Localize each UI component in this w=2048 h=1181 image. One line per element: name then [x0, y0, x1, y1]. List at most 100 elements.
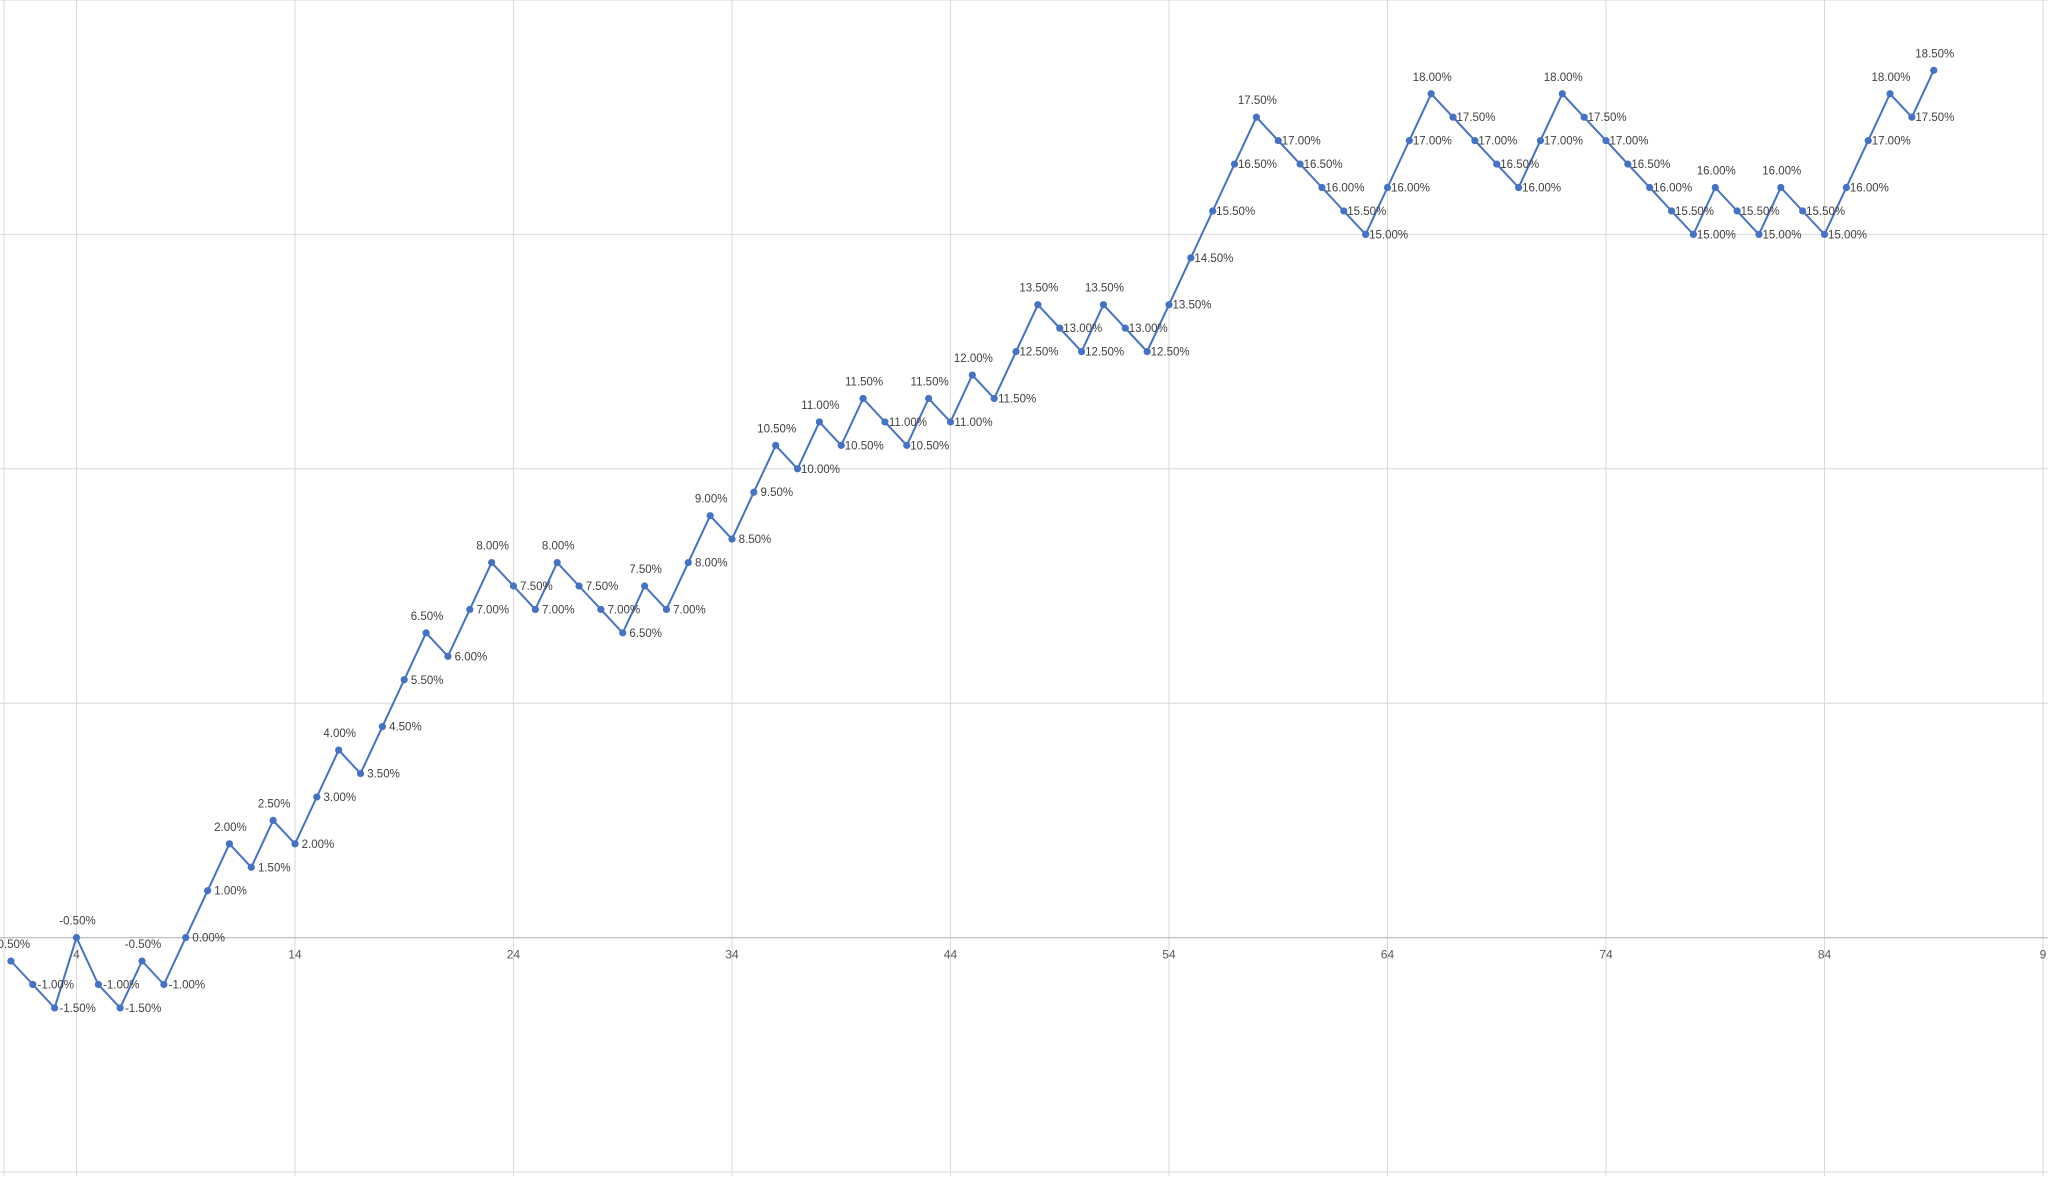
data-label: 13.50%	[1172, 300, 1211, 312]
data-point	[269, 816, 277, 825]
data-label: 7.00%	[542, 604, 575, 616]
data-label: 12.50%	[1151, 347, 1190, 359]
data-label: 17.50%	[1588, 112, 1627, 124]
data-label: 1.50%	[258, 862, 291, 874]
data-label: 8.00%	[476, 541, 509, 553]
data-label: 10.50%	[910, 440, 949, 452]
data-label: 16.00%	[1653, 183, 1692, 195]
data-label: -1.00%	[169, 979, 205, 991]
data-label: 13.50%	[1019, 283, 1058, 295]
data-label: 16.00%	[1697, 166, 1736, 178]
data-label: 12.00%	[954, 353, 993, 365]
data-label: 14.50%	[1194, 253, 1233, 265]
data-label: 15.50%	[1347, 206, 1386, 218]
data-point	[1274, 137, 1282, 145]
data-label: 6.50%	[411, 611, 444, 623]
data-label: 18.00%	[1413, 72, 1452, 84]
data-point	[94, 980, 102, 989]
data-point	[335, 746, 343, 754]
data-point	[1034, 301, 1042, 309]
data-point	[859, 394, 867, 403]
data-label: 13.50%	[1085, 283, 1124, 295]
data-point	[72, 934, 81, 942]
data-point	[466, 605, 474, 614]
series-line	[10, 69, 1935, 1009]
data-point	[1842, 183, 1850, 192]
data-point	[1383, 183, 1392, 192]
data-point	[968, 371, 976, 379]
data-label: 15.00%	[1762, 229, 1801, 241]
data-label: 17.00%	[1872, 136, 1911, 148]
data-point	[422, 629, 430, 637]
data-point	[1340, 207, 1348, 215]
data-point	[1493, 160, 1501, 168]
x-tick-label: 54	[1162, 948, 1176, 962]
data-point	[1056, 324, 1064, 332]
data-point	[1755, 230, 1763, 238]
data-label: -1.50%	[125, 1003, 161, 1015]
data-point	[1209, 207, 1217, 215]
data-point	[1580, 113, 1588, 121]
data-label: 16.00%	[1850, 183, 1889, 195]
data-label: 4.50%	[389, 722, 422, 734]
data-label: 15.00%	[1369, 229, 1408, 241]
data-point	[1624, 160, 1632, 168]
data-label: 0.00%	[192, 933, 225, 945]
data-point	[160, 980, 168, 989]
data-point	[1930, 66, 1938, 74]
x-tick-label: 14	[288, 948, 302, 962]
data-point	[990, 394, 998, 403]
data-label: 2.50%	[258, 798, 291, 810]
data-label: 16.00%	[1762, 166, 1801, 178]
data-point	[793, 465, 802, 473]
data-point	[815, 418, 823, 426]
data-label: 16.50%	[1631, 159, 1670, 171]
data-label: 12.50%	[1020, 347, 1059, 359]
data-point	[291, 840, 299, 848]
data-point	[1449, 113, 1457, 121]
data-point	[597, 605, 605, 614]
x-axis: 4 14 24 34 44 54 64 74 84 9	[0, 936, 2048, 962]
x-tick-label: 84	[1818, 948, 1832, 962]
data-point	[728, 535, 736, 543]
data-point	[313, 793, 321, 801]
data-label: 10.50%	[757, 423, 796, 435]
data-label: 18.50%	[1915, 48, 1954, 60]
data-point	[203, 887, 212, 895]
data-point	[182, 934, 190, 942]
data-label: 2.00%	[214, 822, 247, 834]
data-point	[51, 1004, 59, 1012]
data-label: 15.50%	[1741, 206, 1780, 218]
data-label: 17.00%	[1478, 136, 1517, 148]
data-point	[1077, 348, 1086, 356]
data-point	[1121, 324, 1129, 332]
data-label: -0.50%	[0, 939, 30, 951]
data-label: 11.50%	[845, 376, 883, 388]
data-point	[1689, 230, 1697, 238]
data-point	[1252, 113, 1260, 121]
data-label: 16.50%	[1304, 159, 1343, 171]
data-label: 7.00%	[608, 604, 641, 616]
data-point	[1711, 183, 1719, 192]
data-label: 12.50%	[1085, 347, 1124, 359]
data-label: 3.50%	[367, 769, 400, 781]
x-tick-label: 34	[725, 948, 739, 962]
data-point	[444, 652, 452, 660]
data-label: 15.00%	[1697, 229, 1736, 241]
data-point	[706, 512, 714, 520]
data-point	[903, 441, 911, 449]
data-label: 6.50%	[629, 628, 662, 640]
data-point	[1820, 230, 1829, 238]
data-label: 17.00%	[1544, 136, 1583, 148]
data-label: 10.00%	[801, 464, 840, 476]
data-point	[356, 769, 365, 778]
data-point	[1864, 137, 1872, 145]
data-label: 15.50%	[1675, 206, 1714, 218]
x-tick-label: 4	[73, 948, 80, 962]
data-point	[1165, 301, 1173, 309]
data-point	[1362, 230, 1370, 238]
data-point	[772, 441, 780, 449]
data-point	[1471, 137, 1479, 145]
